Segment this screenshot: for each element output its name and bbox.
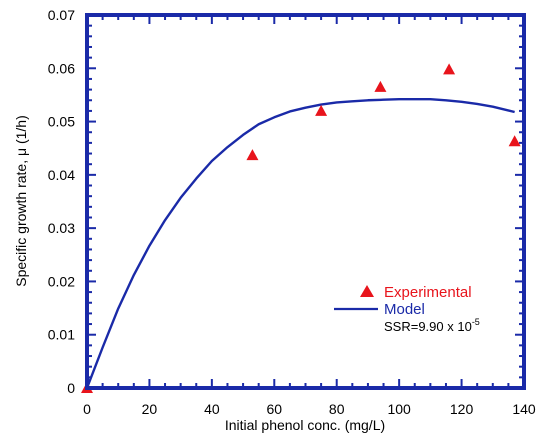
- ssr-annotation-text: SSR=9.90 x 10: [384, 319, 472, 334]
- x-tick-label: 120: [450, 401, 474, 417]
- tick-labels: 0 20 40 60 80 100 120 140 0 0.01 0.02 0.03 0.04 0.05 0…: [48, 7, 536, 417]
- x-tick-label: 100: [387, 401, 411, 417]
- legend: Experimental Model SSR=9.90 x 10-5: [334, 284, 480, 334]
- x-tick-label: 80: [329, 401, 345, 417]
- x-tick-label: 40: [204, 401, 220, 417]
- experimental-point: [508, 135, 521, 147]
- y-tick-label: 0.05: [48, 114, 75, 130]
- y-axis-label: Specific growth rate, μ (1/h): [13, 115, 29, 286]
- model-curve: [85, 97, 515, 389]
- x-tick-label: 60: [266, 401, 282, 417]
- x-tick-label: 20: [142, 401, 158, 417]
- x-tick-label: 0: [83, 401, 91, 417]
- ssr-annotation: SSR=9.90 x 10-5: [384, 317, 480, 334]
- legend-experimental-label: Experimental: [384, 284, 472, 301]
- legend-experimental-marker: [360, 285, 374, 297]
- experimental-point: [246, 149, 259, 161]
- plot-area-frame: [85, 13, 526, 390]
- experimental-point: [315, 104, 328, 116]
- y-tick-label: 0.02: [48, 273, 75, 289]
- y-tick-label: 0.06: [48, 60, 75, 76]
- series-layer: [81, 63, 521, 393]
- legend-model-label: Model: [384, 301, 425, 318]
- x-tick-label: 140: [512, 401, 536, 417]
- y-tick-label: 0: [67, 380, 75, 396]
- ssr-annotation-exponent: -5: [472, 317, 480, 327]
- x-axis-label: Initial phenol conc. (mg/L): [225, 417, 385, 433]
- y-tick-label: 0.01: [48, 327, 75, 343]
- y-tick-label: 0.03: [48, 220, 75, 236]
- experimental-point: [374, 80, 387, 92]
- y-tick-label: 0.04: [48, 167, 75, 183]
- experimental-point: [443, 63, 456, 75]
- y-tick-label: 0.07: [48, 7, 75, 23]
